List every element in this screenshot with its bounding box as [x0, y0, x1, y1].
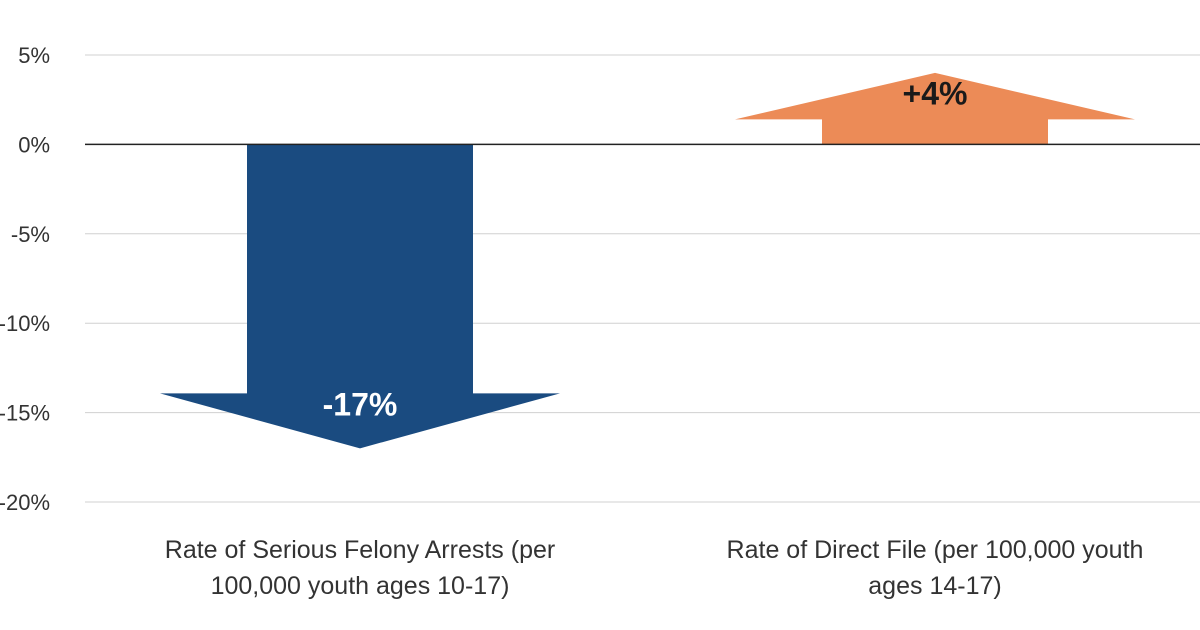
bars: [160, 72, 1135, 449]
y-tick-label: -5%: [11, 222, 50, 247]
x-axis-categories: Rate of Serious Felony Arrests (per 100,0…: [165, 536, 1144, 600]
data-label: +4%: [903, 75, 968, 111]
y-axis-ticks: 5% 0% -5% -10% -15% -20%: [0, 43, 50, 515]
down-arrow-bar: [160, 144, 560, 449]
y-tick-label: -10%: [0, 311, 50, 336]
y-tick-label: 0%: [18, 132, 50, 157]
y-tick-label: -20%: [0, 490, 50, 515]
up-arrow-bar: [735, 72, 1135, 145]
data-label: -17%: [323, 386, 398, 422]
y-tick-label: -15%: [0, 401, 50, 426]
category-label: Rate of Direct File (per 100,000 youth ag…: [727, 536, 1144, 600]
y-tick-label: 5%: [18, 43, 50, 68]
category-label: Rate of Serious Felony Arrests (per 100,0…: [165, 536, 555, 600]
data-labels: -17% +4%: [323, 75, 968, 422]
